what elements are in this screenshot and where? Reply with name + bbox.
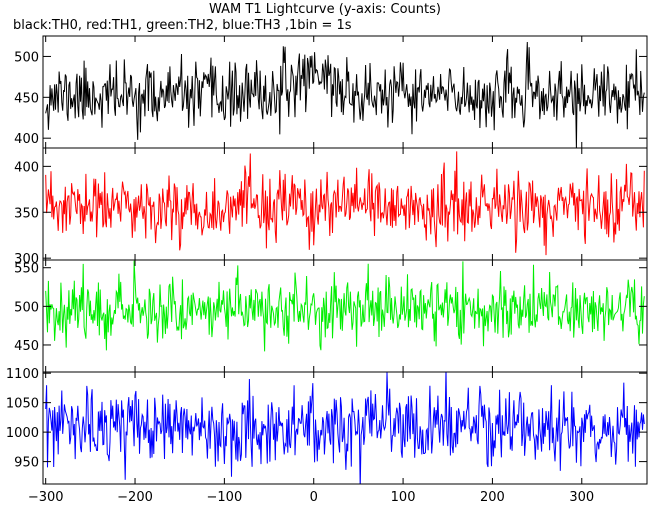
chart-subtitle: black:TH0, red:TH1, green:TH2, blue:TH3 … (13, 18, 352, 33)
y-tick-label: 1000 (6, 426, 39, 441)
series-line-th1 (45, 151, 645, 256)
x-tick-label: 300 (569, 490, 594, 505)
series-line-th3 (45, 372, 645, 484)
chart-title: WAM T1 Lightcurve (y-axis: Counts) (209, 2, 441, 17)
panel-frame-4 (42, 371, 648, 485)
y-tick-label: 400 (14, 132, 39, 147)
x-tick-label: −200 (117, 490, 153, 505)
y-tick-label: 400 (14, 160, 39, 175)
x-tick-label: −300 (28, 490, 64, 505)
y-tick-label: 350 (14, 206, 39, 221)
y-tick-label: 1050 (6, 397, 39, 412)
y-tick-label: 500 (14, 300, 39, 315)
x-tick-label: 100 (391, 490, 416, 505)
y-tick-label: 1100 (6, 367, 39, 382)
y-tick-label: 450 (14, 91, 39, 106)
y-tick-label: 500 (14, 50, 39, 65)
y-tick-label: 450 (14, 339, 39, 354)
series-line-th0 (45, 41, 645, 148)
x-tick-label: 200 (480, 490, 505, 505)
x-tick-label: −100 (207, 490, 243, 505)
y-tick-label: 300 (14, 252, 39, 267)
x-tick-label: 0 (310, 490, 318, 505)
y-tick-label: 950 (14, 456, 39, 471)
series-line-th2 (45, 260, 645, 352)
y-tick-label: 550 (14, 262, 39, 277)
